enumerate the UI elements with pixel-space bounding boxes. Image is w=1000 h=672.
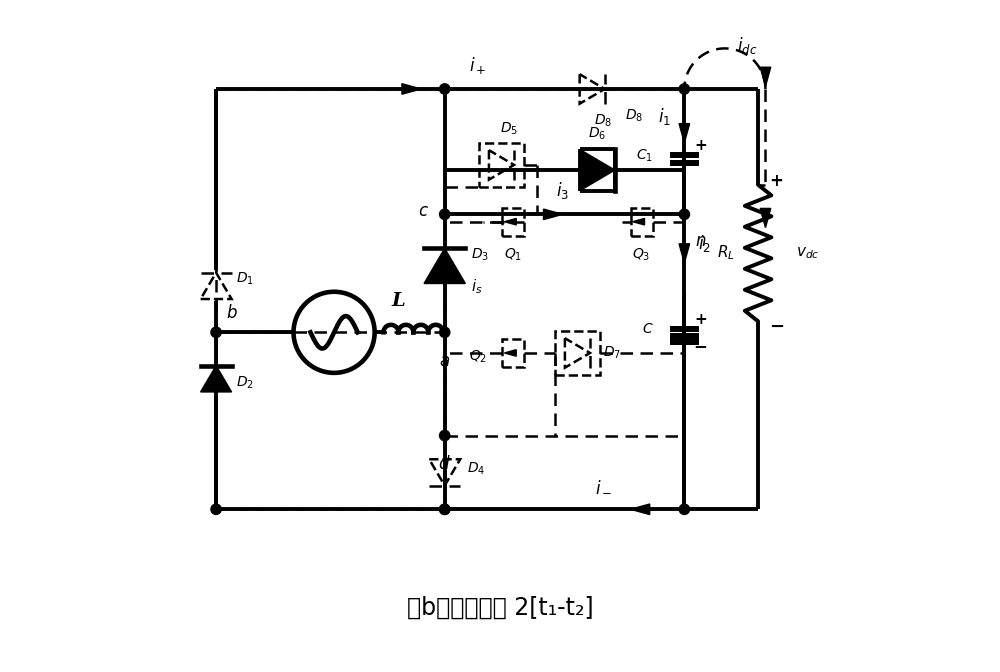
Text: $d$: $d$ (438, 456, 451, 474)
Polygon shape (631, 504, 650, 515)
Circle shape (440, 430, 450, 441)
Text: $Q_1$: $Q_1$ (504, 247, 522, 263)
Text: −: − (694, 337, 708, 355)
Bar (502, 339, 524, 367)
Polygon shape (679, 244, 690, 263)
Text: $i_{dc}$: $i_{dc}$ (737, 35, 757, 56)
Text: +: + (694, 312, 707, 327)
Polygon shape (580, 149, 615, 191)
Text: $i_s$: $i_s$ (471, 278, 482, 296)
Text: $D_4$: $D_4$ (467, 460, 485, 477)
Circle shape (440, 504, 450, 515)
Circle shape (211, 327, 221, 337)
Circle shape (679, 504, 690, 515)
Text: $Q_2$: $Q_2$ (469, 349, 487, 365)
Text: （b）工作模态 2[t₁-t₂]: （b）工作模态 2[t₁-t₂] (407, 595, 593, 620)
Circle shape (440, 84, 450, 94)
Text: $D_2$: $D_2$ (236, 374, 254, 390)
Text: −: − (769, 318, 784, 336)
Text: $D_1$: $D_1$ (236, 270, 254, 287)
Bar (555, 331, 600, 375)
Bar (502, 208, 524, 236)
Polygon shape (760, 208, 771, 228)
Text: $D_6$: $D_6$ (588, 126, 606, 142)
Circle shape (440, 209, 450, 220)
Bar (631, 208, 653, 236)
Circle shape (679, 209, 690, 220)
Text: $i_-$: $i_-$ (595, 478, 612, 495)
Polygon shape (544, 209, 563, 220)
Text: $i_1$: $i_1$ (658, 106, 671, 127)
Polygon shape (201, 366, 232, 392)
Text: $a$: $a$ (439, 353, 450, 370)
Polygon shape (679, 124, 690, 142)
Text: $i_2$: $i_2$ (698, 233, 710, 254)
Polygon shape (504, 218, 516, 225)
Text: $v_{dc}$: $v_{dc}$ (796, 245, 820, 261)
Polygon shape (760, 67, 771, 87)
Text: $i_+$: $i_+$ (469, 54, 487, 76)
Text: $D_7$: $D_7$ (603, 345, 621, 361)
Polygon shape (424, 249, 465, 284)
Circle shape (440, 504, 450, 515)
Text: $n$: $n$ (695, 233, 706, 250)
Text: $D_8$: $D_8$ (625, 108, 644, 124)
Text: $b$: $b$ (226, 304, 238, 322)
Circle shape (440, 327, 450, 337)
Polygon shape (402, 84, 421, 94)
Polygon shape (633, 218, 645, 225)
Text: +: + (694, 138, 707, 153)
Text: $Q_3$: $Q_3$ (632, 247, 651, 263)
Bar (479, 142, 524, 187)
Text: L: L (391, 292, 405, 310)
Text: $D_5$: $D_5$ (500, 120, 518, 137)
Text: $C$: $C$ (642, 322, 653, 335)
Text: $c$: $c$ (418, 203, 428, 220)
Text: $i_3$: $i_3$ (556, 180, 569, 201)
Text: $D_8$: $D_8$ (594, 113, 612, 129)
Circle shape (679, 84, 690, 94)
Text: $R_L$: $R_L$ (717, 244, 734, 262)
Text: +: + (770, 172, 783, 190)
Polygon shape (504, 349, 516, 356)
Circle shape (211, 504, 221, 515)
Text: $D_3$: $D_3$ (471, 247, 489, 263)
Text: $C_1$: $C_1$ (636, 147, 653, 163)
